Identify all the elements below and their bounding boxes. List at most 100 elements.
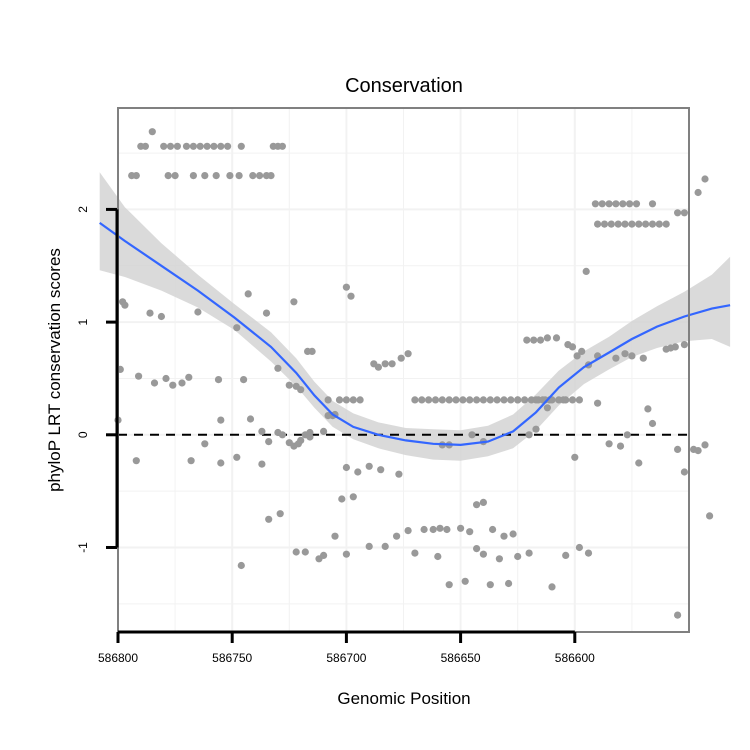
data-points [114,128,714,619]
data-point [623,431,631,439]
data-point [438,396,446,404]
data-point [240,376,248,384]
confidence-ribbon-layer [99,172,731,461]
data-point [162,374,170,383]
data-point [452,396,460,404]
data-point [169,381,177,389]
data-point [335,396,344,404]
data-point [429,525,437,534]
data-point [701,441,709,449]
data-point [224,142,232,150]
data-point [493,396,501,404]
data-point [276,510,284,518]
data-point [349,493,357,501]
data-point [290,298,298,306]
data-point [194,308,202,316]
y-axis-title: phyloP LRT conservation scores [45,248,64,492]
data-point [619,200,627,208]
data-point [598,200,606,208]
data-point [217,142,225,150]
data-point [171,172,179,180]
data-point [525,431,533,439]
data-point [285,381,293,389]
data-point [674,209,682,217]
data-point [306,433,314,441]
data-point [425,396,433,404]
data-point [157,312,165,321]
data-point [479,550,487,558]
data-point [445,396,453,404]
data-point [404,527,412,535]
data-point [680,468,689,476]
data-point [356,396,364,404]
data-point [500,532,508,540]
data-point [249,172,257,180]
data-point [393,532,401,540]
x-axis-title: Genomic Position [337,689,470,708]
smooth-fit-line [99,222,731,447]
data-point [331,532,339,540]
data-point [349,396,357,404]
data-point [320,427,328,435]
data-point [584,549,593,557]
data-point [466,396,474,404]
data-point [461,577,469,585]
data-point [594,399,602,407]
data-point [521,396,529,404]
data-point [500,396,508,404]
data-point [674,445,682,453]
data-point [418,396,426,404]
data-point [457,524,465,532]
data-point [404,350,412,358]
data-point [674,611,682,619]
data-point [141,142,149,150]
data-point [338,495,346,503]
data-point [342,283,350,291]
data-point [235,172,243,180]
data-point [342,550,350,558]
data-point [182,142,191,150]
data-point [507,396,515,404]
data-point [648,220,657,228]
data-point [160,142,168,150]
data-point [486,581,494,589]
data-point [237,561,245,570]
data-point [214,376,223,384]
data-point [479,498,487,506]
data-point [320,551,328,560]
data-point [612,354,620,362]
data-point [262,309,271,317]
data-point [662,220,670,228]
data-point [525,549,533,557]
data-point [562,551,570,560]
data-point [523,336,531,344]
data-point [297,436,305,444]
x-tick-label: 586600 [555,651,595,665]
data-point [514,396,522,404]
x-tick-label: 586750 [212,651,252,665]
data-point [578,347,586,355]
data-point [621,220,629,228]
data-point [411,396,419,404]
data-point [196,142,204,150]
data-point [278,431,286,439]
confidence-ribbon [99,172,731,461]
data-point [473,545,481,553]
data-point [530,336,538,344]
data-point [621,350,629,358]
y-tick-label: -1 [76,542,90,553]
data-point [582,267,590,275]
data-point [605,200,613,208]
data-point [614,220,622,228]
data-point [644,405,652,413]
data-point [559,396,568,404]
data-point [648,419,657,428]
data-point [671,343,679,351]
data-point [543,334,552,342]
data-point [201,172,209,180]
data-point [274,364,282,372]
data-point [706,512,714,520]
data-point [612,200,620,208]
data-point [543,404,552,412]
data-point [479,396,487,404]
